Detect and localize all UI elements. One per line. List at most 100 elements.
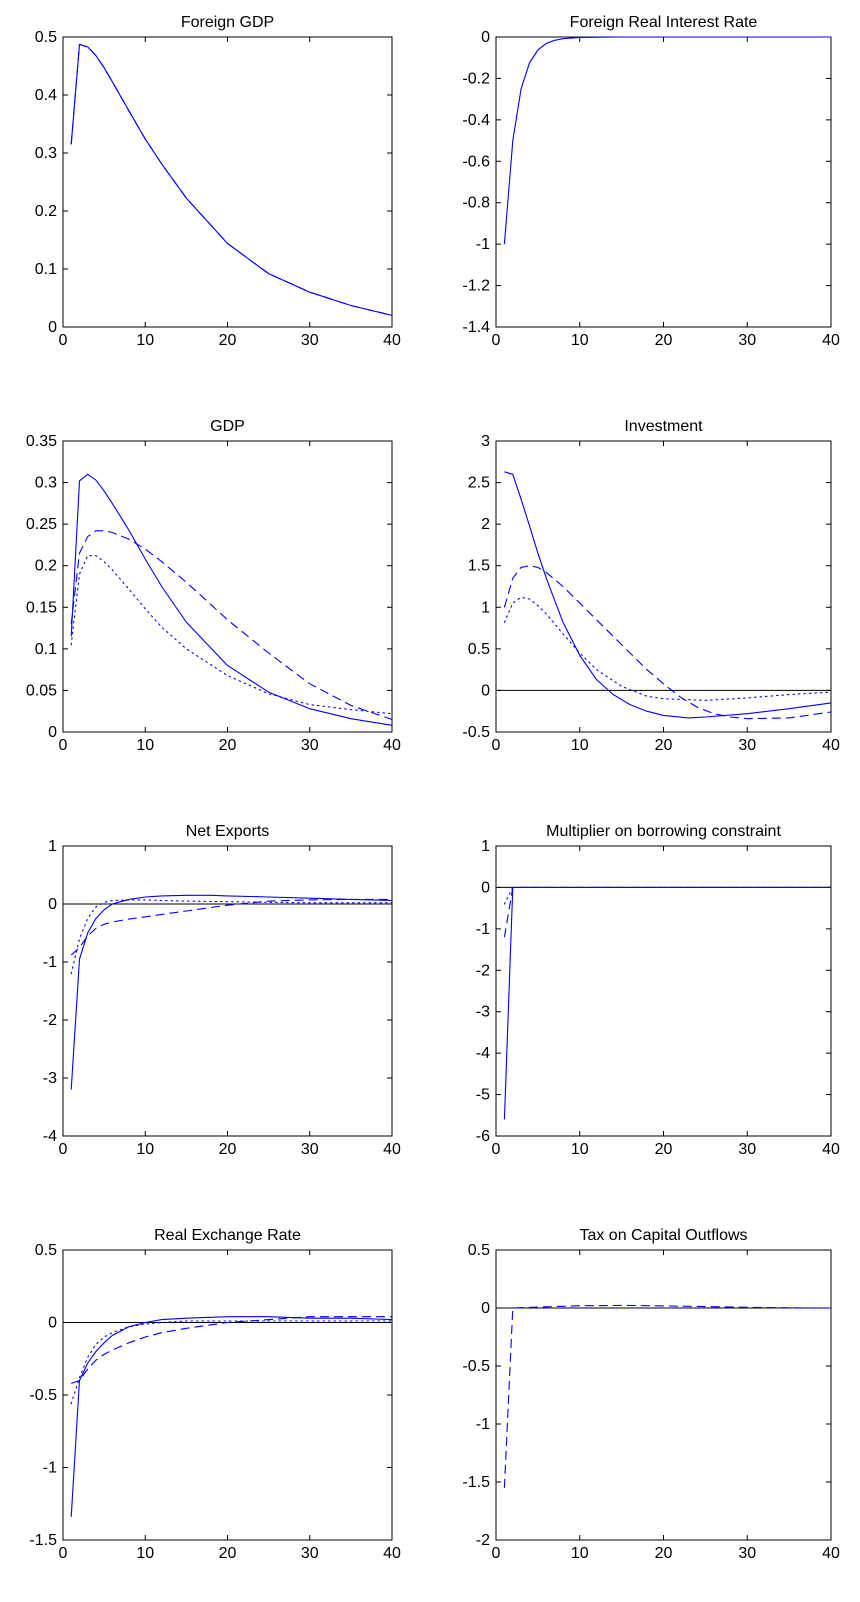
- y-tick-label: 1: [48, 838, 57, 855]
- x-tick-label: 40: [822, 1141, 840, 1158]
- y-tick-label: 1: [481, 599, 490, 616]
- x-tick-label: 10: [571, 737, 589, 754]
- y-tick-label: -4: [43, 1128, 57, 1145]
- plot-area: [495, 845, 832, 1137]
- y-tick-label: -0.2: [462, 70, 490, 87]
- y-tick-label: 3: [481, 433, 490, 450]
- y-tick-label: -0.5: [462, 724, 490, 741]
- y-tick-label: 0.05: [26, 682, 57, 699]
- plot-area: [62, 36, 393, 328]
- x-tick-label: 10: [571, 1141, 589, 1158]
- panel-title: GDP: [210, 418, 245, 435]
- x-tick-label: 20: [655, 737, 673, 754]
- x-tick-label: 30: [738, 1141, 756, 1158]
- series-line-solid: [504, 471, 832, 719]
- series-line-dotted: [70, 1320, 393, 1405]
- panel-3: GDP 0 10 20 30 40 0 0.05 0.1 0.15 0.2 0.25 0.3 0.35: [26, 418, 401, 754]
- series-line-dashed: [503, 565, 832, 720]
- y-tick-label: 0.2: [35, 203, 57, 220]
- x-tick-label: 20: [219, 1545, 237, 1562]
- series-line-dashed: [70, 43, 393, 316]
- y-tick-label: 0: [481, 29, 490, 46]
- y-tick-label: 0: [481, 682, 490, 699]
- x-tick-label: 0: [59, 332, 68, 349]
- panel-2: Foreign Real Interest Rate 0 10 20 30 40 -1.4 -…: [462, 14, 840, 349]
- panel-title: Multiplier on borrowing constraint: [546, 823, 781, 840]
- series-line-dotted: [70, 555, 393, 715]
- y-tick-label: -2: [476, 962, 490, 979]
- x-tick-label: 10: [571, 1545, 589, 1562]
- plot-area: [495, 440, 832, 733]
- series-line-solid: [503, 36, 831, 245]
- x-tick-label: 0: [59, 737, 68, 754]
- y-tick-label: 0.5: [468, 1242, 490, 1259]
- y-tick-label: -0.5: [29, 1387, 57, 1404]
- y-tick-label: 0.3: [35, 475, 57, 492]
- panel-1: Foreign GDP 0 10 20 30 40 0 0.1 0.2 0.3 0.4 0.5: [35, 14, 401, 349]
- x-tick-label: 0: [492, 1545, 501, 1562]
- x-tick-label: 20: [219, 737, 237, 754]
- panel-title: Net Exports: [186, 823, 270, 840]
- panel-title: Investment: [624, 418, 703, 435]
- y-tick-label: 0.2: [35, 558, 57, 575]
- x-tick-label: 20: [219, 1141, 237, 1158]
- y-tick-label: 2.5: [468, 475, 490, 492]
- y-tick-label: 1.5: [468, 558, 490, 575]
- x-tick-label: 10: [136, 1545, 154, 1562]
- x-tick-label: 30: [301, 737, 319, 754]
- y-tick-label: -0.4: [462, 112, 490, 129]
- x-tick-label: 30: [738, 1545, 756, 1562]
- y-tick-label: 0: [48, 319, 57, 336]
- x-tick-label: 40: [822, 332, 840, 349]
- y-tick-label: -1: [43, 954, 57, 971]
- series-line-dashed: [503, 1304, 832, 1488]
- y-tick-label: 0.5: [35, 1242, 57, 1259]
- panel-8: Tax on Capital Outflows 0 10 20 30 40 -2 -1.5 -1…: [462, 1227, 840, 1562]
- series-line-dotted: [70, 899, 393, 975]
- x-tick-label: 30: [301, 1545, 319, 1562]
- y-tick-label: -2: [476, 1532, 490, 1549]
- x-tick-label: 10: [136, 737, 154, 754]
- panel-title: Foreign Real Interest Rate: [570, 14, 758, 31]
- y-tick-label: -1.2: [462, 278, 490, 295]
- x-tick-label: 40: [383, 332, 401, 349]
- y-tick-label: -1: [476, 1416, 490, 1433]
- x-tick-label: 40: [822, 1545, 840, 1562]
- x-tick-label: 20: [655, 332, 673, 349]
- y-tick-label: 0: [48, 724, 57, 741]
- y-tick-label: 0.35: [26, 433, 57, 450]
- x-tick-label: 20: [655, 1545, 673, 1562]
- x-tick-label: 40: [822, 737, 840, 754]
- y-tick-label: 0.5: [468, 641, 490, 658]
- x-tick-label: 0: [59, 1545, 68, 1562]
- y-tick-label: -6: [476, 1128, 490, 1145]
- y-tick-label: -1: [476, 921, 490, 938]
- plot-area: [495, 1249, 832, 1541]
- y-tick-label: -0.8: [462, 195, 490, 212]
- y-tick-label: -1.5: [462, 1474, 490, 1491]
- y-tick-label: 0.25: [26, 516, 57, 533]
- y-tick-label: -0.6: [462, 153, 490, 170]
- y-tick-label: -4: [476, 1045, 490, 1062]
- series-line-solid: [70, 894, 393, 1090]
- x-tick-label: 40: [383, 1545, 401, 1562]
- x-tick-label: 40: [383, 737, 401, 754]
- x-tick-label: 30: [738, 332, 756, 349]
- y-tick-label: 0.4: [35, 87, 57, 104]
- y-tick-label: 2: [481, 516, 490, 533]
- series-line-solid: [70, 473, 393, 726]
- y-tick-label: -2: [43, 1012, 57, 1029]
- panel-title: Real Exchange Rate: [154, 1227, 301, 1244]
- panel-5: Net Exports 0 10 20 30 40 -4 -3 -2 -1 0 1: [43, 823, 401, 1158]
- y-tick-label: 0.15: [26, 599, 57, 616]
- series-line-dashed: [70, 898, 392, 956]
- y-tick-label: -1.5: [29, 1532, 57, 1549]
- series-line-dashed: [503, 886, 831, 938]
- x-tick-label: 0: [59, 1141, 68, 1158]
- y-tick-label: 0: [48, 896, 57, 913]
- y-tick-label: -1: [476, 236, 490, 253]
- x-tick-label: 30: [301, 1141, 319, 1158]
- plot-area: [62, 1249, 393, 1541]
